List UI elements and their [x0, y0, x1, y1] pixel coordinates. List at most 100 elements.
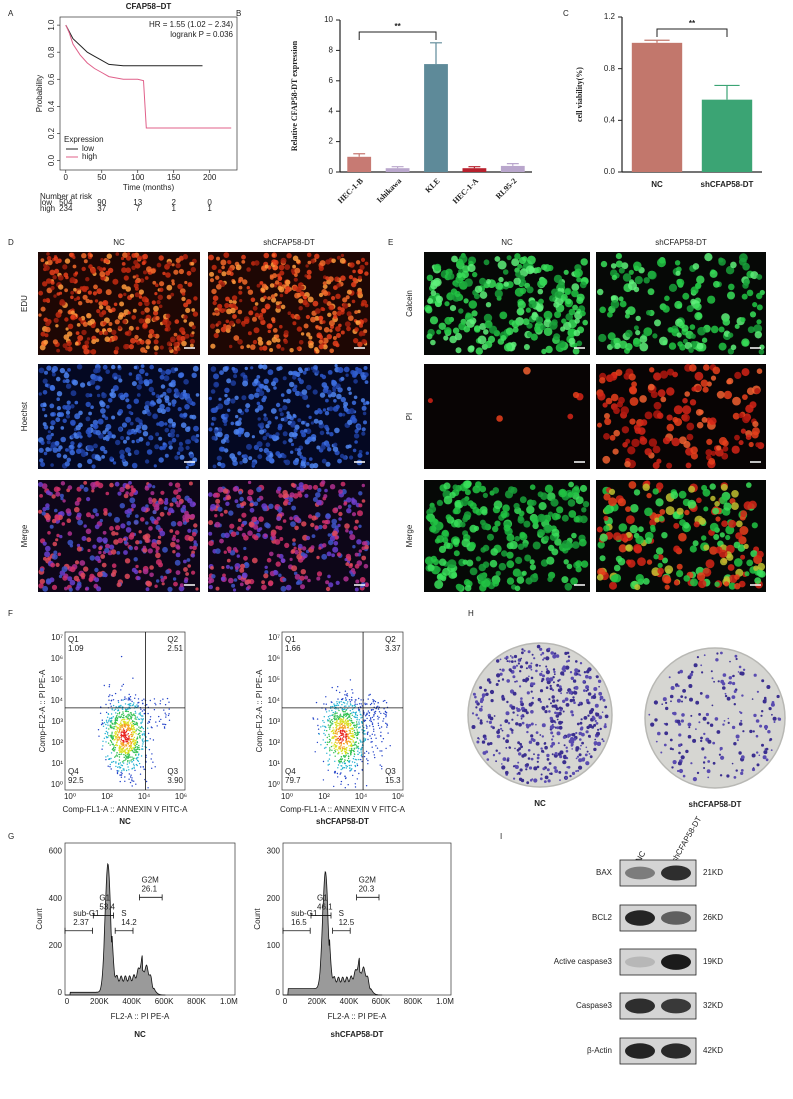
cell [154, 584, 158, 588]
cell [103, 449, 108, 454]
cell [646, 559, 653, 565]
cell [191, 325, 196, 330]
cell [297, 418, 302, 423]
event [124, 744, 127, 746]
cell [219, 513, 224, 517]
cell [323, 494, 328, 499]
cell [219, 370, 224, 375]
event [122, 729, 125, 731]
cell [222, 573, 226, 578]
cell [274, 539, 281, 545]
cell [162, 319, 168, 325]
cell [738, 440, 744, 446]
risk-title: Number at risk [40, 192, 93, 201]
cell [95, 385, 100, 390]
cell [306, 535, 311, 541]
cell [265, 432, 270, 437]
cell [482, 561, 490, 568]
cell [647, 270, 657, 280]
cell [51, 372, 56, 377]
event [120, 723, 122, 725]
cell [181, 292, 186, 296]
cell [447, 559, 457, 569]
cell [580, 310, 586, 317]
cell [670, 491, 679, 499]
cell [358, 331, 364, 337]
event [114, 749, 116, 751]
cell [514, 585, 521, 592]
event [136, 716, 138, 718]
cell [612, 448, 619, 455]
cell [426, 274, 434, 281]
cell [611, 274, 618, 281]
cell [86, 497, 91, 502]
event [127, 766, 129, 768]
event [114, 756, 116, 758]
cell [626, 515, 635, 524]
event [138, 744, 140, 747]
x-tick-label: 10² [101, 792, 113, 801]
cell [266, 323, 273, 329]
cell [364, 544, 369, 550]
event [128, 769, 130, 771]
event [370, 702, 373, 705]
cell [64, 586, 68, 591]
event [115, 735, 117, 738]
cell [690, 446, 698, 455]
event [131, 756, 133, 758]
cell [230, 531, 237, 537]
cell [712, 507, 719, 515]
cell [115, 525, 121, 531]
panel-letter: E [388, 238, 393, 247]
cell [307, 578, 311, 583]
event [360, 741, 362, 743]
event [343, 767, 346, 769]
cell [176, 503, 181, 508]
cell [707, 295, 716, 304]
event [139, 714, 142, 716]
cell [634, 427, 641, 434]
cell [328, 276, 334, 282]
cell [135, 376, 140, 381]
cell [337, 505, 342, 510]
cell [66, 340, 72, 347]
cell [105, 289, 112, 296]
cell [335, 580, 340, 586]
cell [49, 385, 56, 391]
cell [318, 344, 324, 350]
cell [280, 304, 286, 310]
cell [650, 391, 658, 399]
cell [62, 405, 67, 410]
cell [644, 411, 653, 420]
cell [222, 488, 229, 494]
event [122, 711, 124, 713]
event [135, 739, 137, 741]
cell [517, 543, 525, 550]
event [121, 770, 123, 772]
cell [76, 448, 82, 455]
cell [65, 410, 71, 415]
cell [179, 372, 185, 378]
event [137, 698, 140, 700]
cell [647, 383, 655, 391]
cell [529, 559, 535, 565]
cell [709, 269, 718, 278]
cell [576, 340, 583, 347]
cell [58, 275, 64, 281]
event [380, 712, 382, 715]
risk-count: 0 [207, 198, 212, 207]
event [340, 729, 342, 732]
cell [626, 559, 632, 565]
cell [276, 366, 281, 371]
cell [250, 344, 256, 350]
cell [117, 325, 122, 330]
cell [305, 422, 310, 427]
cell [220, 326, 227, 333]
cell [644, 507, 653, 517]
cell [184, 404, 190, 410]
event [370, 718, 372, 720]
cell [242, 279, 248, 285]
event [118, 711, 121, 714]
cell [273, 386, 277, 390]
cell [163, 506, 168, 511]
